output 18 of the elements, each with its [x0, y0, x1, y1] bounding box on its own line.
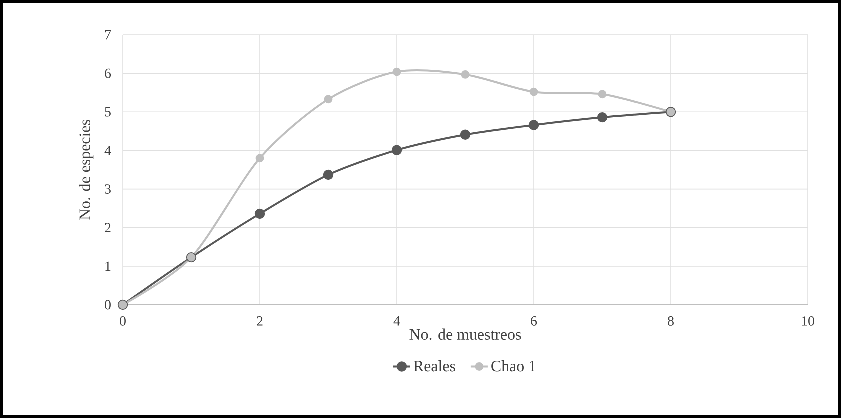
y-axis-title: No. de especies — [79, 120, 94, 220]
x-tick-label: 0 — [120, 316, 126, 326]
x-axis-title: No. de muestreos — [410, 328, 522, 340]
y-tick-label: 1 — [106, 262, 111, 272]
y-tick-label: 6 — [105, 68, 112, 78]
legend-label: Reales — [414, 360, 456, 372]
y-tick-label: 4 — [104, 146, 112, 156]
y-tick-label: 2 — [105, 223, 111, 232]
x-tick-label: 8 — [668, 316, 674, 326]
y-tick-label: 5 — [105, 108, 111, 117]
x-tick-label: 4 — [394, 316, 400, 326]
legend-label: Chao 1 — [492, 360, 536, 372]
y-tick-label: 7 — [105, 30, 112, 40]
x-tick-label: 6 — [531, 316, 538, 326]
x-tick-label: 2 — [257, 316, 263, 326]
y-tick-label: 3 — [105, 184, 111, 194]
x-tick-label: 10 — [802, 316, 814, 326]
y-tick-label: 0 — [105, 300, 111, 310]
